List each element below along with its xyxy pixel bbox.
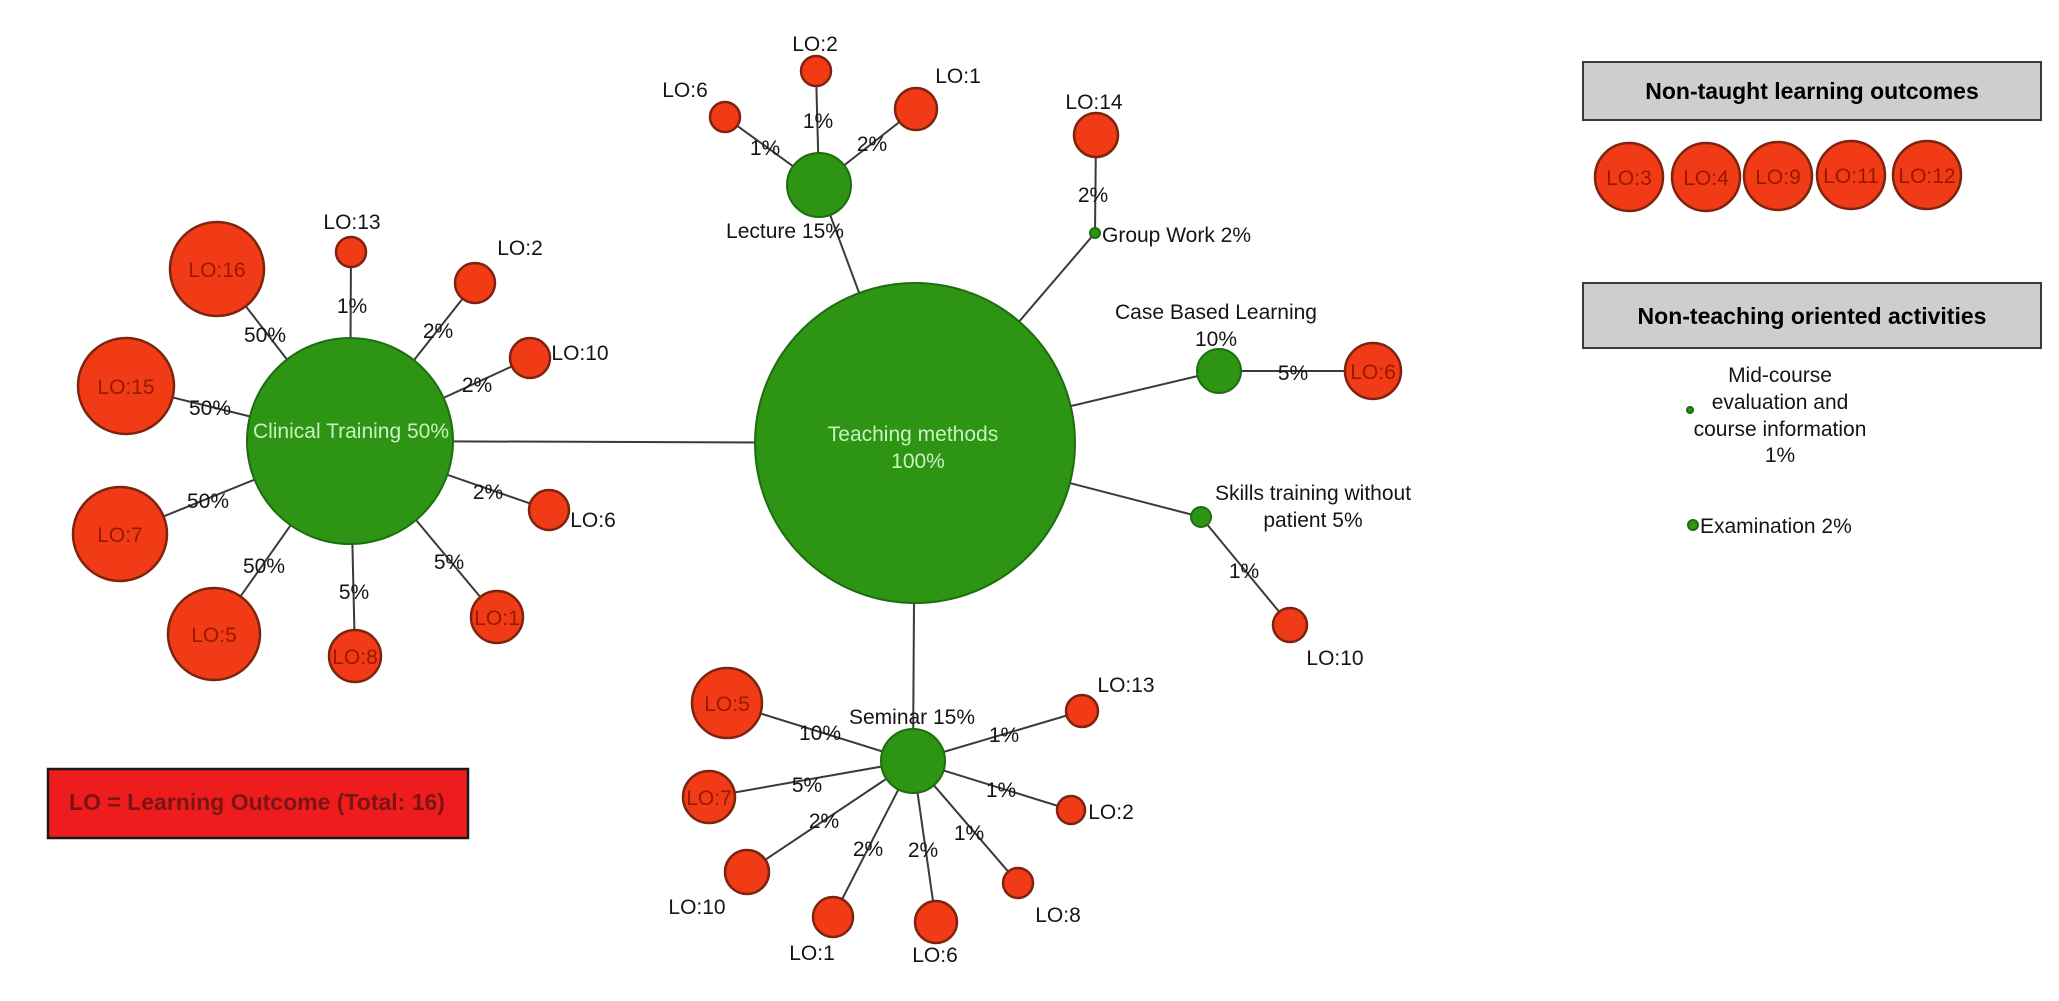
svg-text:5%: 5% <box>434 551 464 574</box>
svg-text:100%: 100% <box>891 450 945 473</box>
svg-text:1%: 1% <box>337 295 367 318</box>
svg-text:50%: 50% <box>189 397 231 420</box>
svg-text:LO:1: LO:1 <box>935 65 981 88</box>
svg-text:Skills training without: Skills training without <box>1215 482 1411 505</box>
svg-text:50%: 50% <box>243 555 285 578</box>
svg-text:LO:8: LO:8 <box>332 646 378 669</box>
svg-text:patient 5%: patient 5% <box>1263 509 1362 532</box>
svg-text:2%: 2% <box>857 133 887 156</box>
svg-text:1%: 1% <box>989 724 1019 747</box>
svg-text:2%: 2% <box>908 839 938 862</box>
svg-text:LO:10: LO:10 <box>668 896 725 919</box>
svg-text:Clinical Training 50%: Clinical Training 50% <box>253 420 449 443</box>
svg-text:50%: 50% <box>187 490 229 513</box>
svg-text:LO:7: LO:7 <box>686 787 732 810</box>
svg-text:LO:1: LO:1 <box>474 607 520 630</box>
svg-text:1%: 1% <box>1765 444 1795 467</box>
svg-text:1%: 1% <box>954 822 984 845</box>
svg-text:LO:9: LO:9 <box>1755 166 1801 189</box>
svg-text:Case Based Learning: Case Based Learning <box>1115 301 1317 324</box>
svg-text:50%: 50% <box>244 324 286 347</box>
svg-text:2%: 2% <box>423 320 453 343</box>
svg-text:Non-teaching oriented activiti: Non-teaching oriented activities <box>1638 303 1987 329</box>
svg-text:LO:2: LO:2 <box>1088 801 1134 824</box>
svg-text:LO:10: LO:10 <box>1306 647 1363 670</box>
svg-text:LO:8: LO:8 <box>1035 904 1081 927</box>
svg-text:course information: course information <box>1694 418 1867 441</box>
svg-text:5%: 5% <box>792 774 822 797</box>
svg-text:LO:10: LO:10 <box>551 342 608 365</box>
svg-text:Seminar 15%: Seminar 15% <box>849 706 975 729</box>
svg-text:5%: 5% <box>339 581 369 604</box>
svg-text:LO:12: LO:12 <box>1898 165 1955 188</box>
svg-text:LO:6: LO:6 <box>570 509 616 532</box>
svg-text:LO:5: LO:5 <box>191 624 237 647</box>
svg-text:LO:5: LO:5 <box>704 693 750 716</box>
svg-text:LO:13: LO:13 <box>323 211 380 234</box>
svg-text:5%: 5% <box>1278 362 1308 385</box>
svg-text:LO:15: LO:15 <box>97 376 154 399</box>
svg-text:1%: 1% <box>750 137 780 160</box>
svg-text:LO = Learning Outcome (Total:: LO = Learning Outcome (Total: 16) <box>69 789 445 815</box>
svg-text:LO:2: LO:2 <box>792 33 838 56</box>
svg-text:Non-taught learning outcomes: Non-taught learning outcomes <box>1645 78 1979 104</box>
svg-text:LO:11: LO:11 <box>1823 165 1879 188</box>
svg-text:LO:6: LO:6 <box>662 79 708 102</box>
svg-text:LO:6: LO:6 <box>912 944 958 967</box>
svg-text:1%: 1% <box>803 110 833 133</box>
svg-text:2%: 2% <box>1078 184 1108 207</box>
svg-text:2%: 2% <box>462 374 492 397</box>
svg-text:Group Work 2%: Group Work 2% <box>1102 224 1251 247</box>
svg-text:10%: 10% <box>1195 328 1237 351</box>
svg-text:1%: 1% <box>986 779 1016 802</box>
svg-text:Teaching methods: Teaching methods <box>828 423 998 446</box>
svg-text:LO:14: LO:14 <box>1065 91 1123 114</box>
svg-text:LO:1: LO:1 <box>789 942 835 965</box>
svg-text:10%: 10% <box>799 722 841 745</box>
svg-text:2%: 2% <box>473 481 503 504</box>
svg-text:LO:6: LO:6 <box>1350 361 1396 384</box>
svg-text:LO:3: LO:3 <box>1606 167 1652 190</box>
svg-text:LO:7: LO:7 <box>97 524 143 547</box>
svg-text:LO:13: LO:13 <box>1097 674 1154 697</box>
svg-text:LO:4: LO:4 <box>1683 167 1729 190</box>
svg-text:LO:2: LO:2 <box>497 237 543 260</box>
svg-text:2%: 2% <box>809 810 839 833</box>
svg-text:Lecture 15%: Lecture 15% <box>726 220 844 243</box>
svg-text:Mid-course: Mid-course <box>1728 364 1832 387</box>
svg-text:1%: 1% <box>1229 560 1259 583</box>
svg-text:2%: 2% <box>853 838 883 861</box>
svg-text:Examination 2%: Examination 2% <box>1700 515 1852 538</box>
svg-text:evaluation and: evaluation and <box>1712 391 1849 414</box>
svg-text:LO:16: LO:16 <box>188 259 245 282</box>
